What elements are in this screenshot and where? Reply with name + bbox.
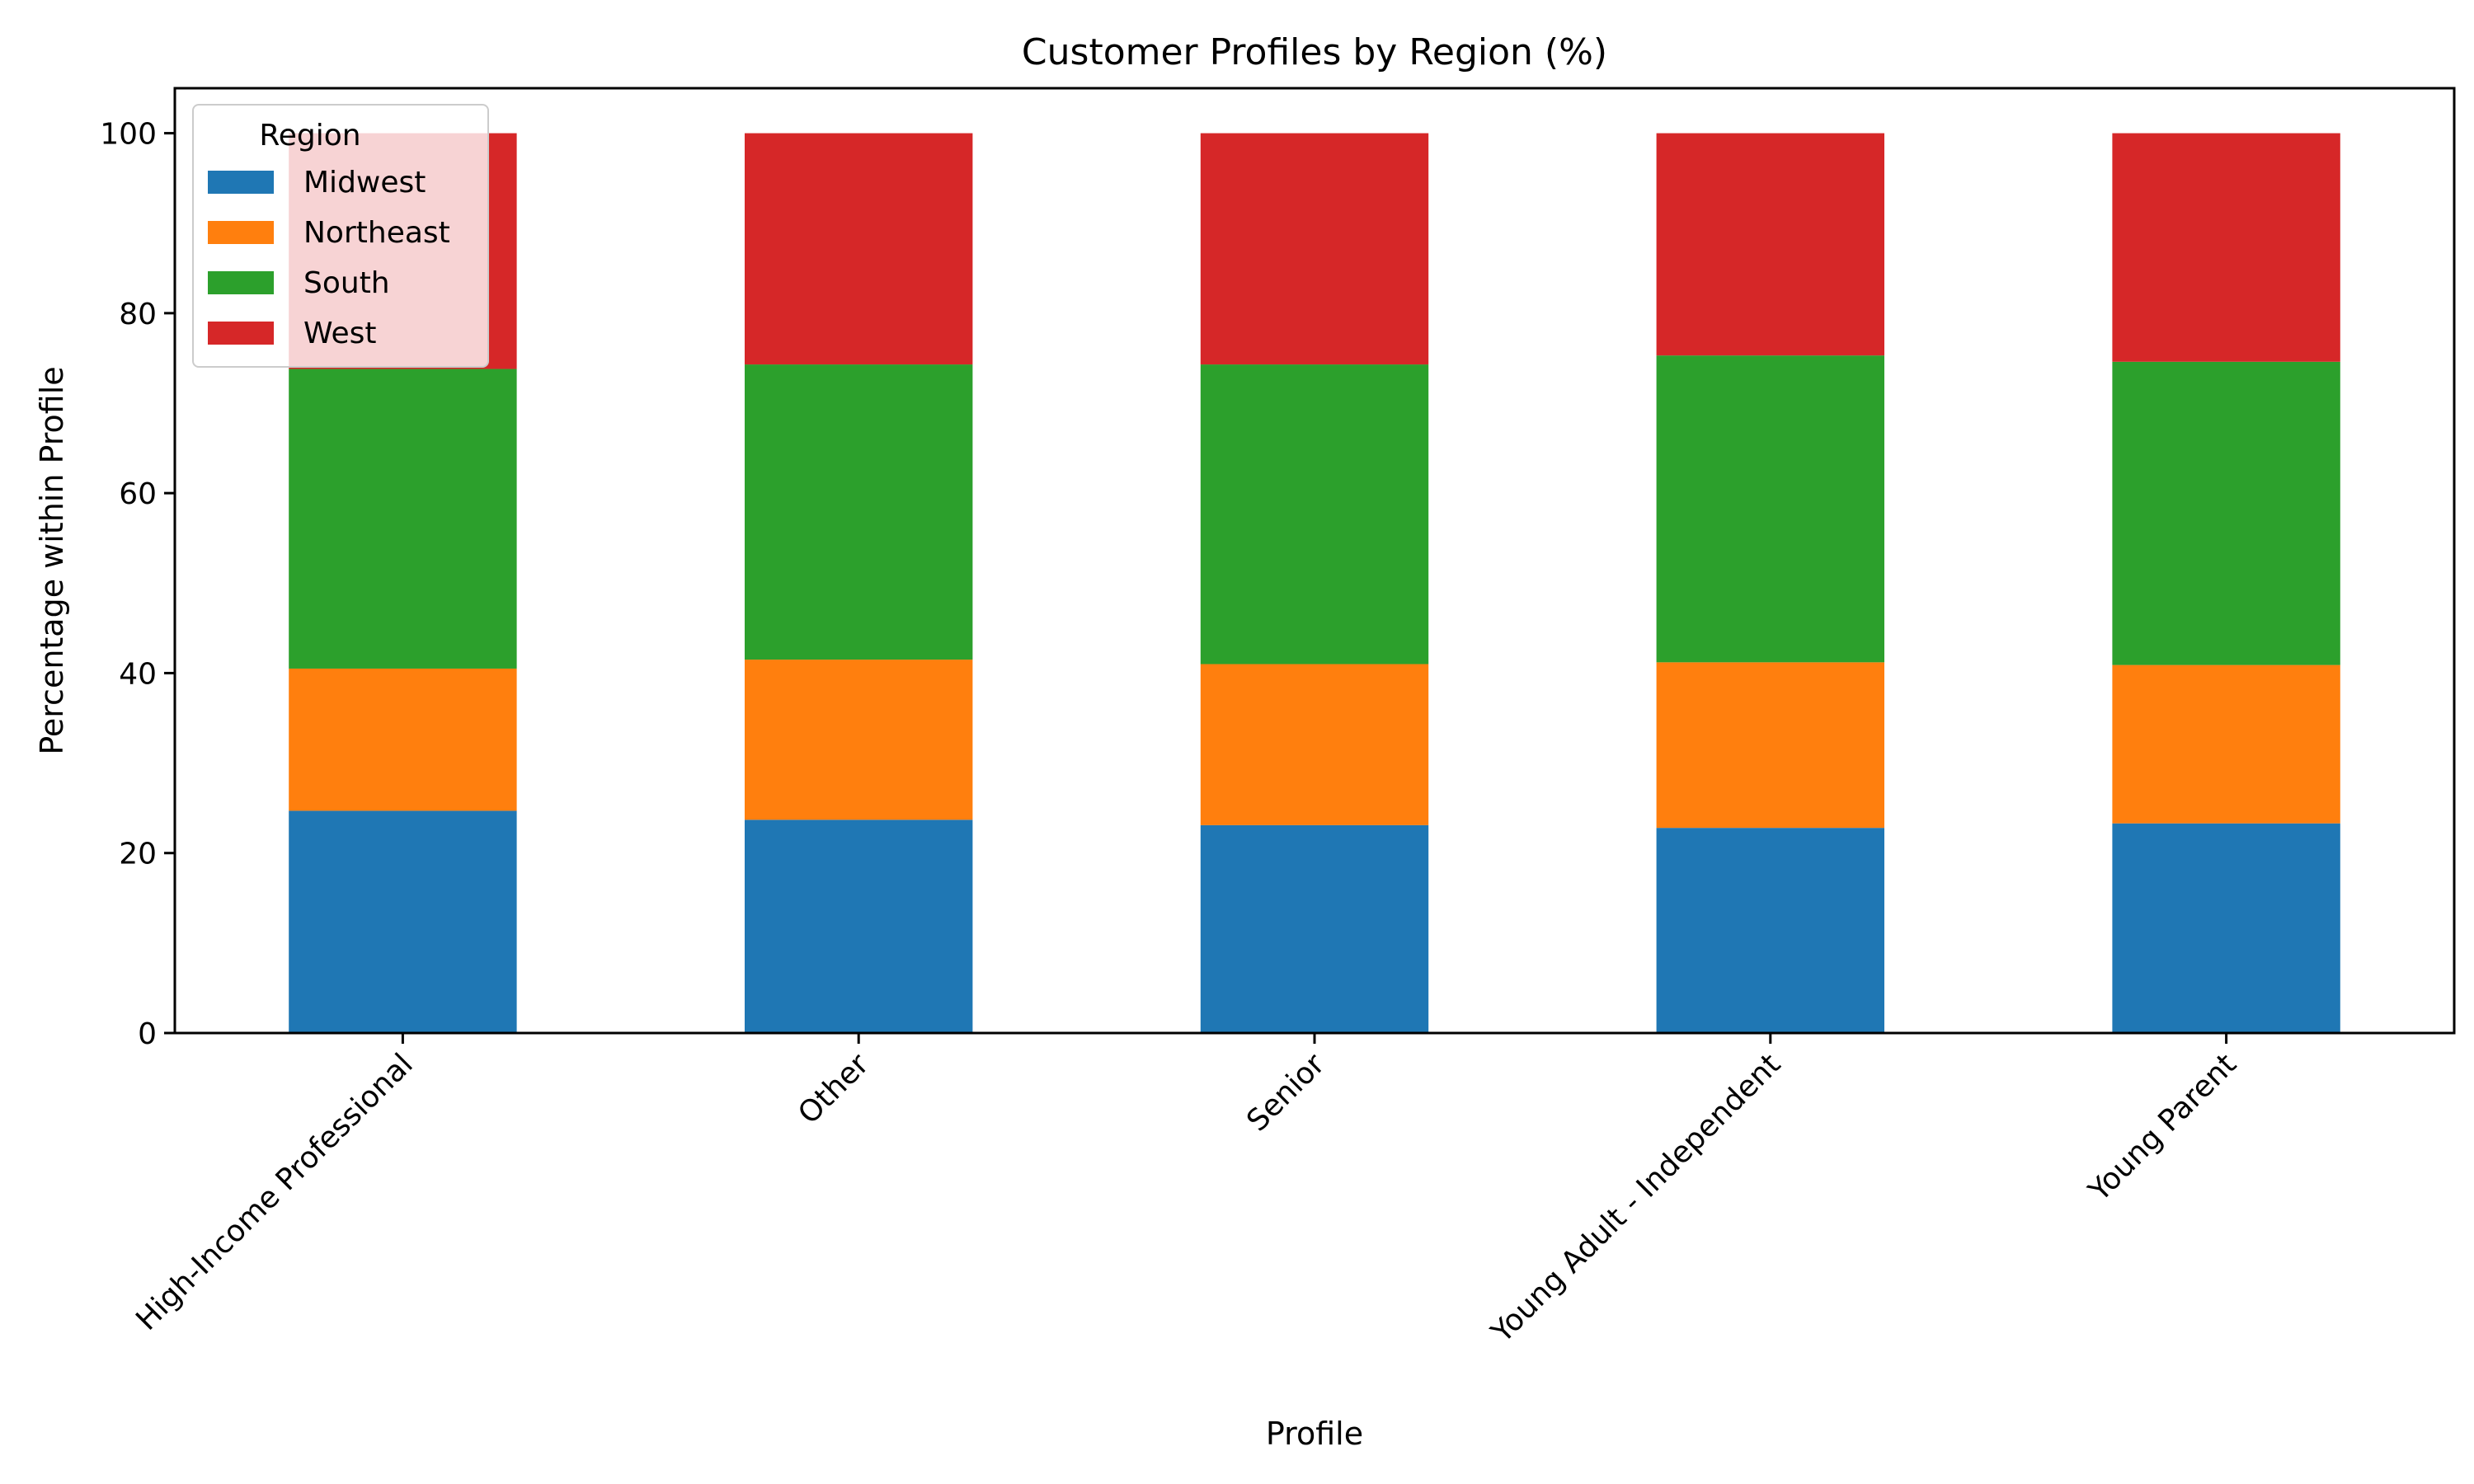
legend-title: Region [259, 119, 360, 153]
x-tick-label: Senior [1240, 1047, 1331, 1138]
y-tick-label: 40 [119, 657, 157, 691]
x-axis-label: Profile [1266, 1416, 1363, 1452]
legend-label-midwest: Midwest [303, 166, 426, 200]
bar-midwest-1 [745, 819, 973, 1033]
bar-west-2 [1200, 133, 1429, 365]
bar-south-3 [1656, 355, 1884, 663]
legend-box [192, 104, 489, 368]
legend-label-west: West [303, 317, 377, 350]
legend-swatch-northeast [208, 221, 274, 244]
y-tick-label: 60 [119, 477, 157, 511]
bar-midwest-2 [1200, 824, 1429, 1033]
y-tick-label: 80 [119, 298, 157, 331]
chart-title: Customer Profiles by Region (%) [1022, 31, 1607, 73]
x-axis: High-Income Professional Other Senior Young… [129, 1033, 2243, 1350]
bars-layer [289, 133, 2340, 1033]
bar-west-4 [2112, 133, 2340, 362]
bar-south-0 [289, 369, 517, 669]
bar-south-4 [2112, 361, 2340, 665]
legend-label-south: South [303, 266, 390, 300]
x-tick-label: Young Adult - Independent [1484, 1047, 1787, 1350]
bar-northeast-1 [745, 660, 973, 820]
bar-south-2 [1200, 364, 1429, 665]
y-axis: 0 20 40 60 80 100 [100, 118, 175, 1051]
x-tick-label: Young Parent [2082, 1047, 2243, 1208]
bar-west-3 [1656, 133, 1884, 356]
bar-northeast-3 [1656, 662, 1884, 829]
x-tick-label: High-Income Professional [129, 1047, 419, 1336]
y-axis-label: Percentage within Profile [34, 366, 70, 754]
bar-midwest-4 [2112, 823, 2340, 1033]
bar-midwest-0 [289, 810, 517, 1033]
legend-label-northeast: Northeast [303, 216, 450, 250]
legend-swatch-midwest [208, 171, 274, 194]
y-tick-label: 20 [119, 838, 157, 871]
legend-swatch-west [208, 322, 274, 345]
bar-northeast-0 [289, 668, 517, 811]
bar-northeast-2 [1200, 664, 1429, 825]
bar-midwest-3 [1656, 828, 1884, 1033]
bar-south-1 [745, 364, 973, 660]
bar-northeast-4 [2112, 665, 2340, 824]
legend: Region Midwest Northeast South West [192, 104, 489, 368]
bar-west-1 [745, 133, 973, 365]
x-tick-label: Other [792, 1047, 875, 1130]
y-tick-label: 100 [100, 118, 157, 152]
y-tick-label: 0 [138, 1017, 157, 1051]
legend-swatch-south [208, 271, 274, 294]
